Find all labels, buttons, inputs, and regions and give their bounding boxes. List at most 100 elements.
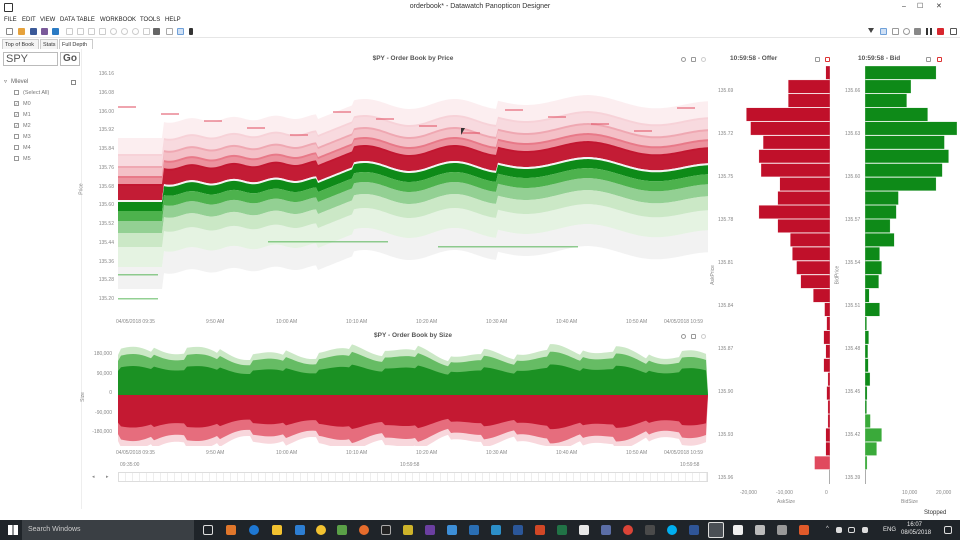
offer-bar[interactable]: [758, 205, 830, 219]
paint-icon[interactable]: [143, 28, 150, 35]
bid-bar[interactable]: [865, 149, 949, 164]
time-range-slider[interactable]: [118, 472, 708, 482]
offer-bar[interactable]: [800, 274, 830, 289]
app-icon[interactable]: [755, 525, 765, 535]
excel-icon[interactable]: [557, 525, 567, 535]
bid-bar[interactable]: [865, 358, 869, 373]
checkbox-m0[interactable]: ✓: [14, 101, 19, 106]
refresh-icon[interactable]: [132, 28, 139, 35]
word-icon[interactable]: [513, 525, 523, 535]
bid-bar[interactable]: [865, 107, 928, 122]
menu-view[interactable]: VIEW: [40, 17, 56, 23]
offer-bar[interactable]: [746, 107, 830, 122]
pointer-icon[interactable]: [880, 28, 887, 35]
bid-bar[interactable]: [865, 205, 897, 219]
offer-bar[interactable]: [814, 455, 830, 470]
app-icon[interactable]: [491, 525, 501, 535]
open-icon[interactable]: [18, 28, 25, 35]
offer-bar[interactable]: [824, 302, 830, 317]
close-button[interactable]: ✕: [936, 3, 942, 10]
tab-full-depth[interactable]: Full Depth: [59, 39, 93, 49]
bid-bar[interactable]: [865, 233, 895, 247]
zoom-icon[interactable]: [903, 28, 910, 35]
bid-bar[interactable]: [865, 274, 879, 289]
app-icon[interactable]: [777, 525, 787, 535]
menu-tools[interactable]: TOOLS: [140, 17, 161, 23]
panopticon-active-icon[interactable]: [708, 522, 724, 538]
camera-icon[interactable]: [914, 28, 921, 35]
symbol-input[interactable]: SPY: [3, 52, 58, 66]
offer-bar[interactable]: [825, 428, 830, 442]
app-icon[interactable]: [403, 525, 413, 535]
new-icon[interactable]: [6, 28, 13, 35]
menu-edit[interactable]: EDIT: [22, 17, 36, 23]
delete-icon[interactable]: [99, 28, 106, 35]
settings-icon[interactable]: [701, 57, 706, 62]
app-icon[interactable]: [337, 525, 347, 535]
bid-bar[interactable]: [865, 191, 899, 205]
offer-bar[interactable]: [823, 358, 830, 373]
bid-bar[interactable]: [865, 79, 912, 94]
firefox-icon[interactable]: [359, 525, 369, 535]
print-icon[interactable]: [153, 28, 160, 35]
bid-bar[interactable]: [865, 66, 937, 80]
scroll-right-icon[interactable]: ▸: [106, 474, 109, 480]
export-icon[interactable]: [52, 28, 59, 35]
popout-icon[interactable]: [926, 57, 931, 62]
checkbox-m4[interactable]: [14, 145, 19, 150]
language-indicator[interactable]: ENG: [883, 527, 897, 533]
bid-bar[interactable]: [865, 386, 868, 400]
checkbox-m3[interactable]: [14, 134, 19, 139]
chrome-icon[interactable]: [316, 525, 326, 535]
bid-bar[interactable]: [865, 330, 869, 345]
bid-bar[interactable]: [865, 121, 957, 136]
offer-bar[interactable]: [750, 121, 830, 136]
explorer-icon[interactable]: [272, 525, 282, 535]
app-icon[interactable]: [447, 525, 457, 535]
popout-icon[interactable]: [691, 334, 696, 339]
size-area-chart[interactable]: [118, 343, 708, 446]
tray-app-icon[interactable]: [836, 527, 842, 533]
bid-bar[interactable]: [865, 302, 880, 317]
offer-bar[interactable]: [796, 260, 830, 275]
tab-stats[interactable]: Stats: [40, 39, 58, 49]
app-icon[interactable]: [645, 525, 655, 535]
grid-icon[interactable]: [177, 28, 184, 35]
bid-bar[interactable]: [865, 219, 891, 233]
menu-file[interactable]: FILE: [4, 17, 17, 23]
tray-chevron-icon[interactable]: ^: [826, 526, 829, 532]
app-icon[interactable]: [579, 525, 589, 535]
offer-bar[interactable]: [760, 163, 830, 178]
offer-bar[interactable]: [777, 191, 830, 205]
checkbox-select-all[interactable]: [14, 90, 19, 95]
offer-bar[interactable]: [813, 288, 830, 303]
taskbar-date[interactable]: 08/05/2018: [901, 530, 932, 536]
menu-help[interactable]: HELP: [165, 17, 181, 23]
redo-icon[interactable]: [121, 28, 128, 35]
start-windows-icon[interactable]: [8, 525, 18, 535]
checkbox-m1[interactable]: ✓: [14, 112, 19, 117]
store-icon[interactable]: [295, 525, 305, 535]
go-button[interactable]: Go: [60, 52, 80, 66]
bid-bar-chart[interactable]: [865, 66, 957, 484]
maximize-button[interactable]: ☐: [917, 3, 924, 10]
bid-bar[interactable]: [865, 442, 877, 456]
pan-icon[interactable]: [892, 28, 899, 35]
notifications-icon[interactable]: [944, 526, 952, 534]
offer-bar[interactable]: [825, 66, 830, 80]
offer-bar[interactable]: [826, 316, 830, 331]
checkbox-m5[interactable]: [14, 156, 19, 161]
close-panel-icon[interactable]: [825, 57, 830, 62]
bid-bar[interactable]: [865, 414, 871, 428]
offer-bar[interactable]: [790, 233, 830, 247]
pause-icon[interactable]: [926, 28, 932, 35]
offer-bar[interactable]: [758, 149, 830, 164]
settings-icon[interactable]: [701, 334, 706, 339]
offer-bar[interactable]: [792, 246, 830, 261]
checkbox-m2[interactable]: ✓: [14, 123, 19, 128]
offer-bar[interactable]: [827, 414, 830, 428]
network-icon[interactable]: [848, 527, 855, 533]
stop-icon[interactable]: [937, 28, 944, 35]
offer-bar[interactable]: [825, 344, 830, 359]
taskbar-search[interactable]: Search Windows: [22, 520, 194, 540]
